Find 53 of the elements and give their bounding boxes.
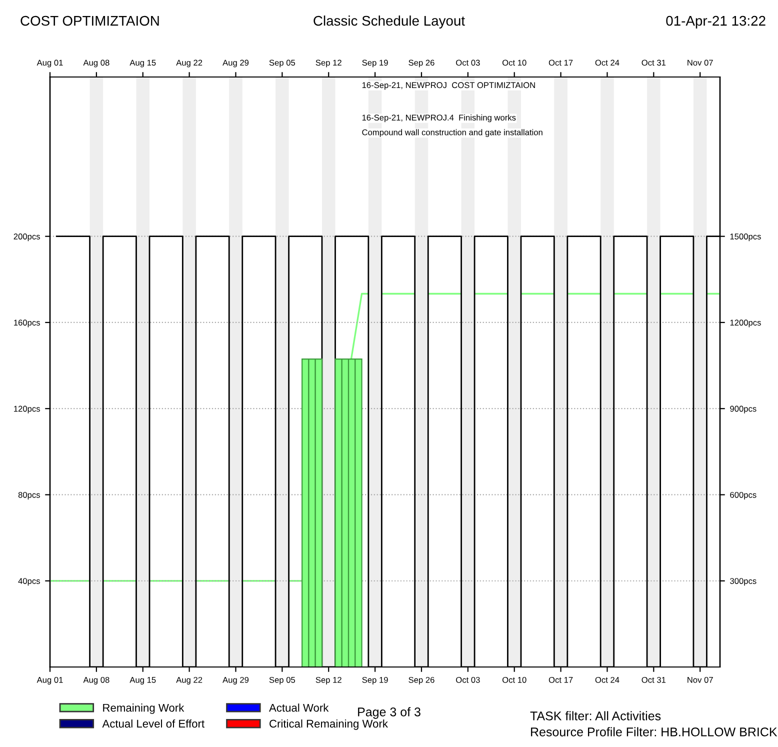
x-tick-label: Oct 03 (456, 60, 480, 66)
y-tick-label: 80pcs (18, 492, 40, 500)
x-tick-label: Aug 29 (222, 60, 249, 68)
x-tick-label: Sep 12 (316, 60, 342, 68)
annotation: Compound wall construction and gate installation (362, 129, 542, 137)
x-tick-label: Oct 24 (595, 60, 620, 66)
x-tick-label: Aug 22 (176, 60, 202, 68)
x2-tick-label: Sep 12 (316, 676, 342, 684)
y-tick-label: 160pcs (14, 320, 40, 328)
x-tick-label: Nov 07 (688, 60, 713, 66)
x2-tick-label: Oct 03 (456, 676, 480, 683)
legend-label: Remaining Work (103, 704, 184, 714)
y2-tick-label: 600pcs (730, 492, 756, 500)
annotation: 16-Sep-21, NEWPROJ COST OPTIMIZTAION (362, 82, 535, 90)
x2-tick-label: Oct 10 (502, 676, 526, 683)
y-tick-label: 120pcs (14, 406, 40, 414)
x2-tick-label: Oct 24 (595, 676, 620, 683)
x2-tick-label: Aug 15 (130, 677, 156, 684)
x2-tick-label: Aug 08 (83, 676, 110, 684)
annotation: 16-Sep-21, NEWPROJ.4 Finishing works (362, 114, 516, 122)
x2-tick-label: Oct 17 (548, 676, 573, 683)
legend-label: Actual Level of Effort (102, 719, 204, 728)
x-tick-label: Sep 19 (362, 60, 388, 68)
chart-subtitle: Classic Schedule Layout (314, 16, 465, 28)
x2-tick-label: Aug 22 (176, 676, 202, 684)
y2-tick-label: 1200pcs (730, 320, 761, 328)
x-tick-label: Sep 05 (269, 60, 296, 68)
chart-title: COST OPTIMIZTAION (20, 16, 159, 26)
x-tick-label: Oct 10 (502, 60, 526, 66)
x2-tick-label: Sep 26 (408, 676, 434, 684)
y-tick-label: 200pcs (14, 234, 40, 242)
text: 01-Apr-21 13:22 (666, 16, 766, 28)
y2-tick-label: 900pcs (730, 406, 756, 414)
x-tick-label: Aug 15 (130, 60, 156, 68)
x2-tick-label: Aug 29 (222, 676, 249, 684)
x-tick-label: Oct 31 (642, 60, 666, 66)
x-tick-label: Aug 01 (36, 60, 63, 68)
y2-tick-label: 1500pcs (730, 234, 761, 242)
legend-label: Actual Work (269, 704, 329, 712)
x-tick-label: Sep 26 (408, 60, 434, 68)
text: Page 3 of 3 (358, 707, 420, 719)
text: TASK filter: All Activities (530, 711, 661, 720)
x2-tick-label: Sep 19 (362, 676, 388, 684)
x-tick-label: Aug 08 (83, 60, 110, 68)
x2-tick-label: Sep 05 (269, 676, 296, 684)
x2-tick-label: Nov 07 (688, 676, 713, 683)
legend-label: Critical Remaining Work (270, 719, 388, 730)
text: Resource Profile Filter: HB.HOLLOW BRICK (531, 727, 778, 736)
x2-tick-label: Oct 31 (642, 676, 666, 683)
y-tick-label: 40pcs (18, 578, 40, 586)
x2-tick-label: Aug 01 (36, 676, 63, 684)
y2-tick-label: 300pcs (730, 578, 756, 586)
x-tick-label: Oct 17 (548, 60, 573, 66)
